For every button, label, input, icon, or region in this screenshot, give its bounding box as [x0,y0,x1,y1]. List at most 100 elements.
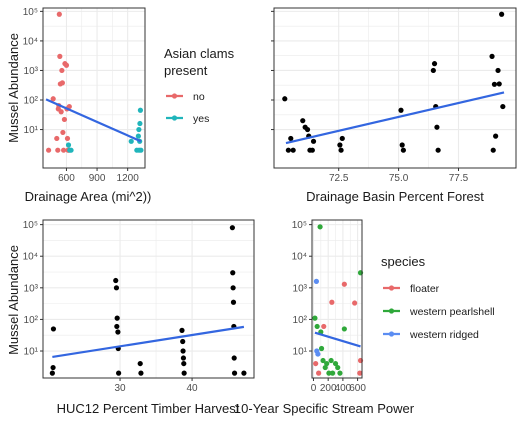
legend-label: western ridged [409,329,479,341]
panel-percent-forest: 72.5 75.0 77.5 Drainage Basin Percent Fore… [271,7,517,204]
data-point [137,360,143,367]
data-point [288,135,294,142]
data-point [317,224,323,230]
data-point [326,370,332,376]
data-point [137,120,143,127]
y-axis-title: Mussel Abundance [6,33,21,143]
y-tick-label: 10² [293,315,308,326]
data-point [136,126,142,133]
trend-line [52,325,245,359]
y-tick-label: 10³ [293,283,308,294]
x-tick-label: 200 [320,383,337,394]
legend-species: species floater western pearlshell western… [381,254,495,341]
data-point [310,138,317,144]
x-tick-label: 600 [349,383,366,394]
data-point [338,147,344,153]
data-point [329,370,336,376]
data-point [321,323,327,330]
data-point [61,147,67,153]
data-point [495,67,501,74]
data-point [64,135,71,142]
data-point [113,277,119,284]
legend-label: floater [410,283,440,295]
data-point [138,370,144,376]
data-point [315,351,321,357]
data-point [50,96,56,102]
data-point [180,355,187,361]
legend-title-line-2: present [164,63,208,78]
data-point [114,323,120,330]
data-point [114,315,120,321]
y-tick-label: 10⁵ [23,7,38,18]
data-point [59,67,65,74]
legend-item: no [166,91,205,103]
x-tick-label: 30 [114,383,126,394]
data-point [490,147,496,153]
y-tick-label: 10⁴ [23,252,38,263]
y-tick-label: 10¹ [24,125,39,136]
panel-background [43,8,145,168]
data-point [316,370,322,376]
data-point [309,147,315,153]
panel-background [312,220,362,378]
data-point [46,147,52,153]
panel-border [311,219,363,379]
legend-item: floater [383,283,440,295]
data-point [313,278,320,284]
data-point [312,315,318,321]
legend-key-point [388,331,395,337]
legend-key-point [171,115,178,121]
data-point [113,285,120,291]
data-point [138,147,144,153]
data-point [58,109,64,115]
data-point [282,96,288,102]
data-point [328,357,334,364]
data-point [324,360,330,367]
legend-item: western ridged [383,329,479,341]
trend-line [45,98,142,143]
data-point [231,355,237,361]
data-point [231,370,238,376]
data-point [313,360,319,367]
data-point [335,364,341,371]
data-point [181,370,187,376]
x-tick-label: 75.0 [389,173,409,184]
data-point [400,147,406,153]
y-tick-label: 10⁵ [292,220,307,231]
x-tick-label: 400 [335,383,352,394]
data-point [341,281,347,287]
panel-timber-harvest: 10¹ 10² 10³ 10⁴ 10⁵ 30 40 HUC12 Percent Timbe… [6,219,255,416]
data-point [241,370,247,376]
data-point [320,357,326,364]
y-tick-label: 10¹ [24,347,39,358]
legend-item: yes [166,113,209,125]
legend-item: western pearlshell [383,306,495,318]
data-point [180,338,186,345]
data-point [399,142,405,148]
data-point [230,270,236,276]
data-point [290,147,296,153]
legend-key-point [388,285,395,291]
data-point [230,299,237,305]
legend-key-point [388,308,395,314]
trend-line [314,331,361,348]
x-axis-title: HUC12 Percent Timber Harvest [57,401,240,416]
data-point [230,285,236,291]
data-point [116,370,122,376]
data-point [318,345,325,352]
data-point [341,326,347,332]
data-point [357,370,363,376]
data-point [128,138,134,144]
data-point [229,225,235,231]
data-point [179,327,185,333]
data-point [50,326,57,332]
x-tick-label: 40 [187,383,199,394]
data-point [491,81,498,87]
panel-border [42,219,255,379]
data-point [430,67,436,74]
y-tick-label: 10⁴ [292,252,307,263]
y-axis-title: Mussel Abundance [6,245,21,355]
data-point [496,81,502,87]
panel-border [42,7,146,169]
